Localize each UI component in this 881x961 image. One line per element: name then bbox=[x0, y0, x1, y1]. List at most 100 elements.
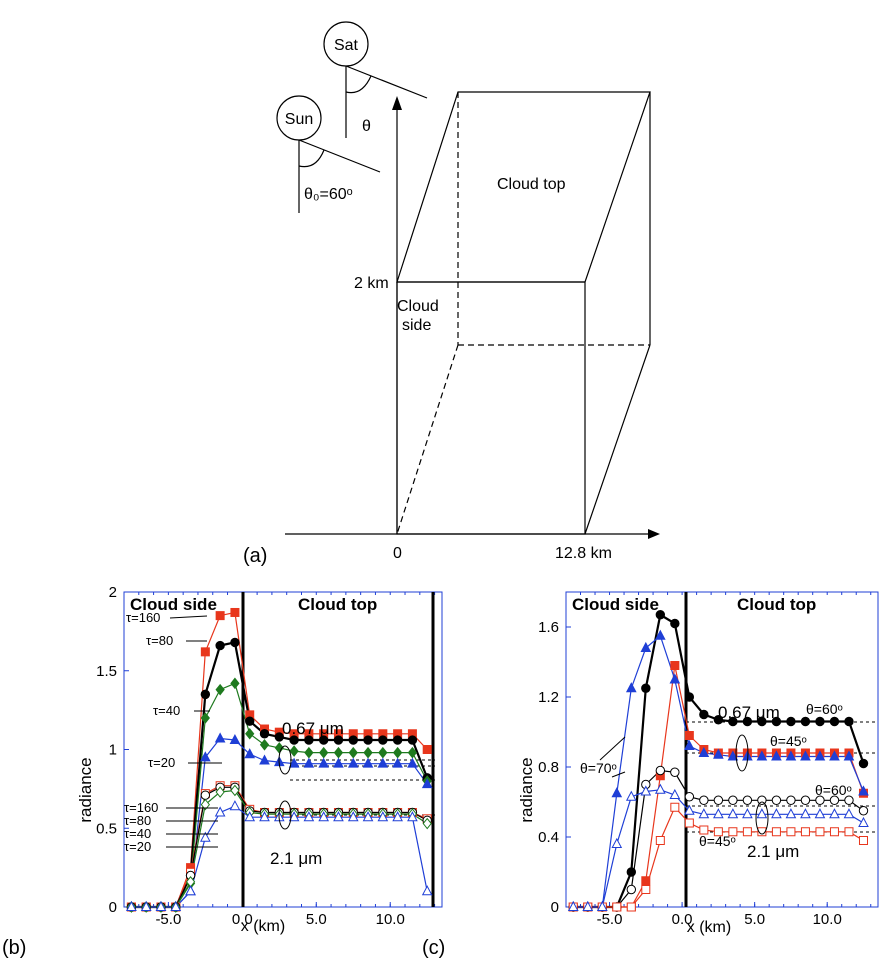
series-8-point bbox=[140, 900, 152, 911]
series-2-point bbox=[641, 876, 651, 886]
series-6-point bbox=[611, 837, 623, 848]
series-3-point bbox=[378, 746, 388, 759]
y-tick-label: 0 bbox=[551, 899, 559, 916]
chart-c-region-side: Cloud side bbox=[572, 595, 659, 614]
series-3-point bbox=[654, 629, 666, 640]
series-3-point bbox=[611, 787, 623, 798]
chart-c-theta45-a: θ=45ᵒ bbox=[770, 733, 807, 749]
series-4-point bbox=[347, 757, 359, 768]
series-3-point bbox=[363, 746, 373, 759]
hidden-edge-diagonal bbox=[396, 344, 459, 535]
series-5-line bbox=[131, 785, 428, 908]
x-tick-label: 5.0 bbox=[744, 911, 765, 928]
series-5-point bbox=[728, 827, 738, 837]
series-2-point bbox=[378, 735, 388, 745]
series-8-point bbox=[407, 811, 418, 822]
series-8-point bbox=[392, 811, 403, 822]
theta0-label: θ₀=60ᵒ bbox=[304, 186, 353, 203]
chart-b-annot-21: 2.1 μm bbox=[270, 849, 322, 868]
series-6-point bbox=[200, 790, 211, 800]
series-8-point bbox=[185, 885, 196, 896]
chart-b-ylabel: radiance bbox=[76, 757, 95, 822]
series-1-point bbox=[844, 716, 854, 727]
series-6-point bbox=[596, 900, 608, 911]
series-4-point bbox=[303, 757, 315, 768]
series-7-point bbox=[230, 784, 240, 797]
series-6-point bbox=[669, 788, 681, 799]
series-4-point bbox=[421, 778, 433, 789]
series-4-point bbox=[815, 795, 825, 805]
chart-b-xlabel: x (km) bbox=[241, 918, 285, 935]
series-6-point bbox=[713, 808, 724, 819]
series-2-point bbox=[363, 735, 373, 745]
series-4-point bbox=[392, 757, 403, 768]
series-1-point bbox=[713, 715, 724, 725]
series-6-point bbox=[654, 783, 666, 794]
x-tick-label: -5.0 bbox=[597, 911, 623, 928]
series-3-point bbox=[814, 750, 826, 761]
x0-label: 0 bbox=[393, 545, 402, 562]
series-6-point bbox=[582, 900, 594, 911]
series-6-point bbox=[684, 804, 695, 815]
series-1-point bbox=[829, 716, 840, 727]
series-6-point bbox=[858, 816, 869, 827]
series-5-point bbox=[844, 827, 854, 837]
series-3-point bbox=[289, 745, 299, 757]
series-5-point bbox=[612, 902, 622, 912]
y-tick-label: 0.8 bbox=[538, 759, 559, 776]
chart-c-annot-067: 0.67 μm bbox=[718, 703, 780, 722]
chart-c-region-top: Cloud top bbox=[737, 595, 816, 614]
chart-c-ellipse-067 bbox=[735, 734, 749, 772]
panel-a-diagram bbox=[276, 21, 660, 539]
series-2-point bbox=[274, 732, 285, 742]
series-5-point bbox=[815, 827, 825, 837]
series-6-point bbox=[756, 808, 768, 819]
series-4-point bbox=[259, 754, 270, 765]
series-4-point bbox=[407, 757, 418, 768]
chart-c-ticks: -5.0 0.0 5.0 10.0 0 0.4 0.8 1.2 1.6 bbox=[538, 592, 872, 928]
series-6-point bbox=[625, 790, 637, 801]
series-6-point bbox=[771, 808, 782, 819]
series-1-point bbox=[641, 683, 651, 693]
chart-b-annot-067: 0.67 μm bbox=[282, 719, 344, 738]
chart-c-theta70: θ=70ᵒ bbox=[580, 760, 617, 776]
series-5-point bbox=[771, 827, 781, 837]
chart-b-reference-lines bbox=[290, 759, 435, 816]
series-6-point bbox=[567, 900, 579, 911]
chart-b-tau-labels: τ=160 τ=80 τ=40 τ=20 τ=160 τ=80 τ=40 τ=2… bbox=[124, 610, 180, 854]
y-tick-label: 1.2 bbox=[538, 689, 559, 706]
panel-a-labels: Sat Sun θ θ₀=60ᵒ Cloud top Cloud side 2 … bbox=[243, 37, 612, 567]
panel-a-letter: (a) bbox=[243, 545, 267, 567]
series-4-point bbox=[626, 884, 637, 895]
series-1-point bbox=[728, 716, 738, 727]
series-6-point bbox=[814, 808, 826, 819]
series-1-point bbox=[771, 716, 782, 727]
chart-b: -5.0 0.0 5.0 10.0 0 0.5 1 1.5 2 Cloud side Cloud… bbox=[2, 584, 443, 959]
tau-label-1: τ=160 bbox=[126, 610, 160, 625]
cloud-side-label-1: Cloud bbox=[397, 298, 439, 315]
series-4-point bbox=[318, 757, 330, 768]
height-label: 2 km bbox=[354, 275, 389, 292]
sat-ray bbox=[345, 65, 428, 99]
series-3-point bbox=[319, 746, 329, 759]
series-1-point bbox=[815, 716, 825, 727]
series-4-point bbox=[244, 748, 256, 759]
x-tick-label: 0.0 bbox=[672, 911, 693, 928]
series-8-point bbox=[362, 811, 374, 822]
series-1-point bbox=[215, 611, 225, 621]
y-tick-label: 1.5 bbox=[96, 663, 117, 680]
series-7-point bbox=[215, 786, 225, 798]
series-8-point bbox=[244, 811, 256, 822]
series-3-point bbox=[785, 750, 797, 761]
series-2-point bbox=[392, 735, 403, 745]
c-arrow-1 bbox=[599, 736, 626, 761]
series-4-point bbox=[214, 732, 226, 743]
tau-label-4: τ=20 bbox=[148, 755, 175, 770]
series-8-point bbox=[288, 811, 300, 822]
series-2-point bbox=[407, 735, 418, 745]
series-7-point bbox=[422, 817, 432, 830]
series-2-point bbox=[230, 637, 240, 648]
tau-arrow-1 bbox=[169, 615, 208, 619]
series-1-point bbox=[670, 618, 680, 629]
series-5-point bbox=[670, 802, 680, 812]
